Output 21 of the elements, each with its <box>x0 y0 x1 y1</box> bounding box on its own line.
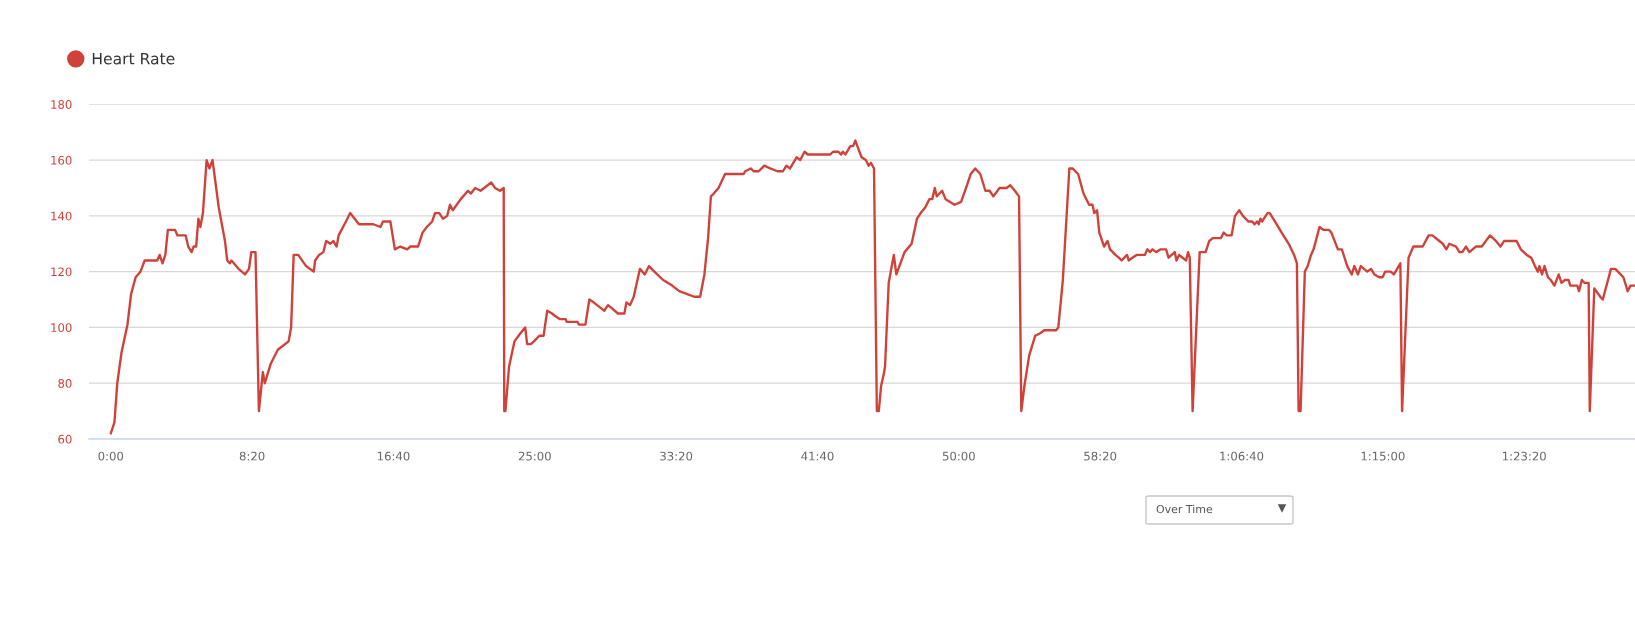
x-tick-label: 41:40 <box>801 451 834 461</box>
x-tick-label: 16:40 <box>377 451 410 461</box>
y-tick-label: 120 <box>51 267 72 277</box>
text: Over Time <box>1156 504 1213 514</box>
x-tick-label: 1:06:40 <box>1220 451 1264 461</box>
x-tick-label: 25:00 <box>518 451 551 461</box>
x-tick-label: 58:20 <box>1084 451 1117 461</box>
y-tick-label: 100 <box>51 323 72 333</box>
y-tick-label: 180 <box>51 100 72 109</box>
legend-label: Heart Rate <box>92 52 175 65</box>
line-series <box>109 139 1635 435</box>
y-tick-label: 140 <box>51 211 72 221</box>
y-tick-label: 160 <box>51 155 72 165</box>
y-tick-label: 60 <box>58 434 72 444</box>
y-tick-label: 80 <box>58 378 72 388</box>
x-tick-label: 1:23:20 <box>1502 451 1546 461</box>
x-tick-label: 1:15:00 <box>1361 451 1405 461</box>
x-tick-label: 0:00 <box>98 451 124 461</box>
x-tick-label: 8:20 <box>239 451 265 461</box>
x-tick-label: 50:00 <box>942 451 975 461</box>
x-tick-label: 33:20 <box>660 451 693 461</box>
